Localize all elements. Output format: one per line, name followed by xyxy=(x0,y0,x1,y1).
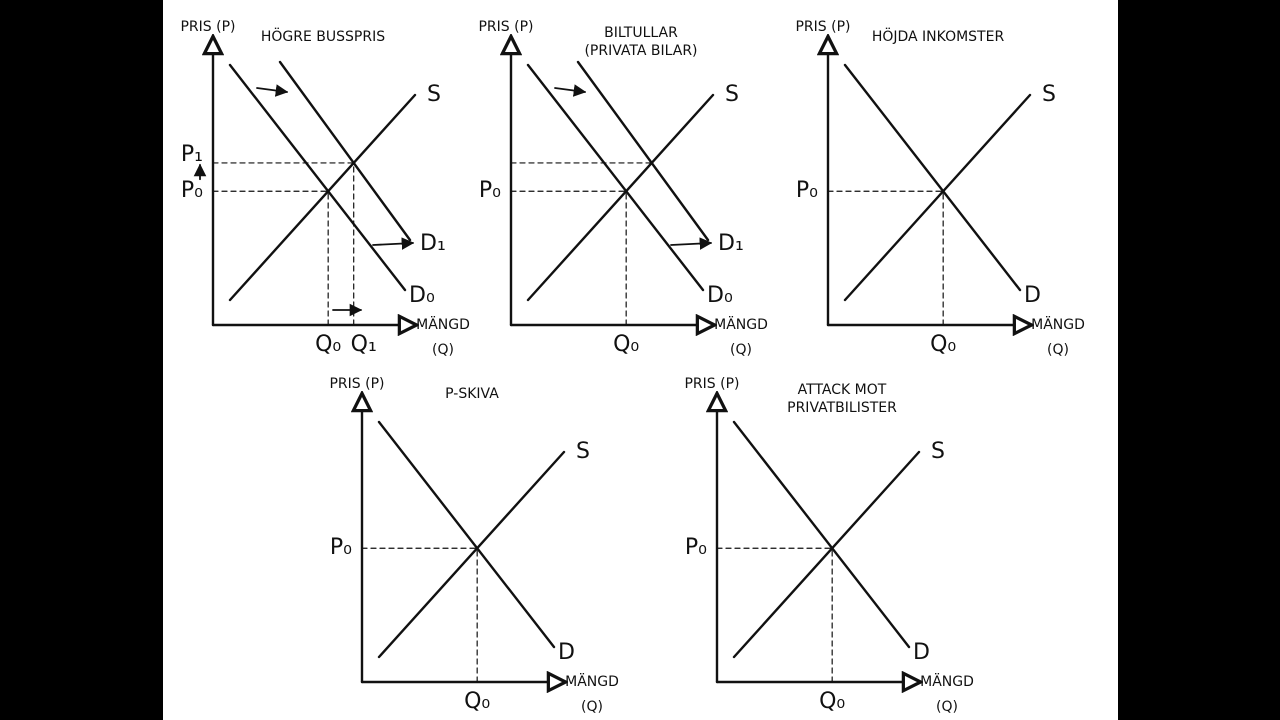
y-axis-label: PRIS (P) xyxy=(684,376,739,392)
price-label: P₀ xyxy=(796,178,818,203)
x-axis-label: MÄNGD xyxy=(565,672,619,690)
y-axis-label: PRIS (P) xyxy=(478,19,533,35)
supply-label: S xyxy=(576,439,590,464)
price-label: P₀ xyxy=(330,535,352,560)
supply-curve xyxy=(843,93,1032,302)
panel-title: ATTACK MOT xyxy=(798,382,887,398)
quantity-label: Q₀ xyxy=(930,332,956,357)
demand-label: D₀ xyxy=(409,283,435,308)
quantity-label: Q₀ xyxy=(613,332,639,357)
x-axis-label: (Q) xyxy=(936,699,958,715)
demand-label: D xyxy=(913,640,930,665)
demand-curve xyxy=(377,420,556,649)
shift-arrow xyxy=(670,237,713,250)
quantity-label: Q₀ xyxy=(819,689,845,714)
quantity-label: Q₀ xyxy=(464,689,490,714)
demand-curve xyxy=(732,420,911,649)
shift-arrow xyxy=(256,84,289,97)
supply-label: S xyxy=(931,439,945,464)
x-axis-label: (Q) xyxy=(1047,342,1069,358)
demand-label: D₀ xyxy=(707,283,733,308)
x-axis-label: MÄNGD xyxy=(714,315,768,333)
x-axis-label: (Q) xyxy=(432,342,454,358)
y-axis-label: PRIS (P) xyxy=(329,376,384,392)
x-axis-label: (Q) xyxy=(730,342,752,358)
price-label: P₀ xyxy=(181,178,203,203)
x-axis-label: MÄNGD xyxy=(1031,315,1085,333)
x-axis-label: MÄNGD xyxy=(920,672,974,690)
x-axis-label: (Q) xyxy=(581,699,603,715)
demand-curve xyxy=(526,63,705,292)
panel-title: P-SKIVA xyxy=(445,386,499,402)
demand-curve xyxy=(228,63,407,292)
supply-label: S xyxy=(427,82,441,107)
panel-title: BILTULLAR xyxy=(604,25,678,41)
demand-label: D₁ xyxy=(718,231,744,256)
slide xyxy=(163,0,1118,720)
demand-curve xyxy=(843,63,1022,292)
supply-curve xyxy=(526,93,715,302)
demand-label: D xyxy=(558,640,575,665)
price-label: P₀ xyxy=(685,535,707,560)
demand-label: D₁ xyxy=(420,231,446,256)
x-axis-label: MÄNGD xyxy=(416,315,470,333)
price-label: P₁ xyxy=(181,142,203,167)
quantity-label: Q₁ xyxy=(351,332,377,357)
quantity-label: Q₀ xyxy=(315,332,341,357)
panel-title: HÖJDA INKOMSTER xyxy=(872,27,1005,45)
supply-label: S xyxy=(725,82,739,107)
panel-title: HÖGRE BUSSPRIS xyxy=(261,27,385,45)
price-label: P₀ xyxy=(479,178,501,203)
supply-label: S xyxy=(1042,82,1056,107)
y-axis-label: PRIS (P) xyxy=(180,19,235,35)
shift-arrow xyxy=(372,237,415,250)
panel-title: PRIVATBILISTER xyxy=(787,400,897,416)
shift-arrow xyxy=(554,84,587,97)
supply-curve xyxy=(732,450,921,659)
demand-label: D xyxy=(1024,283,1041,308)
shifted-demand-curve xyxy=(278,60,412,242)
y-axis-label: PRIS (P) xyxy=(795,19,850,35)
supply-curve xyxy=(377,450,566,659)
supply-curve xyxy=(228,93,417,302)
shifted-demand-curve xyxy=(576,60,710,242)
panel-title: (PRIVATA BILAR) xyxy=(584,43,697,59)
